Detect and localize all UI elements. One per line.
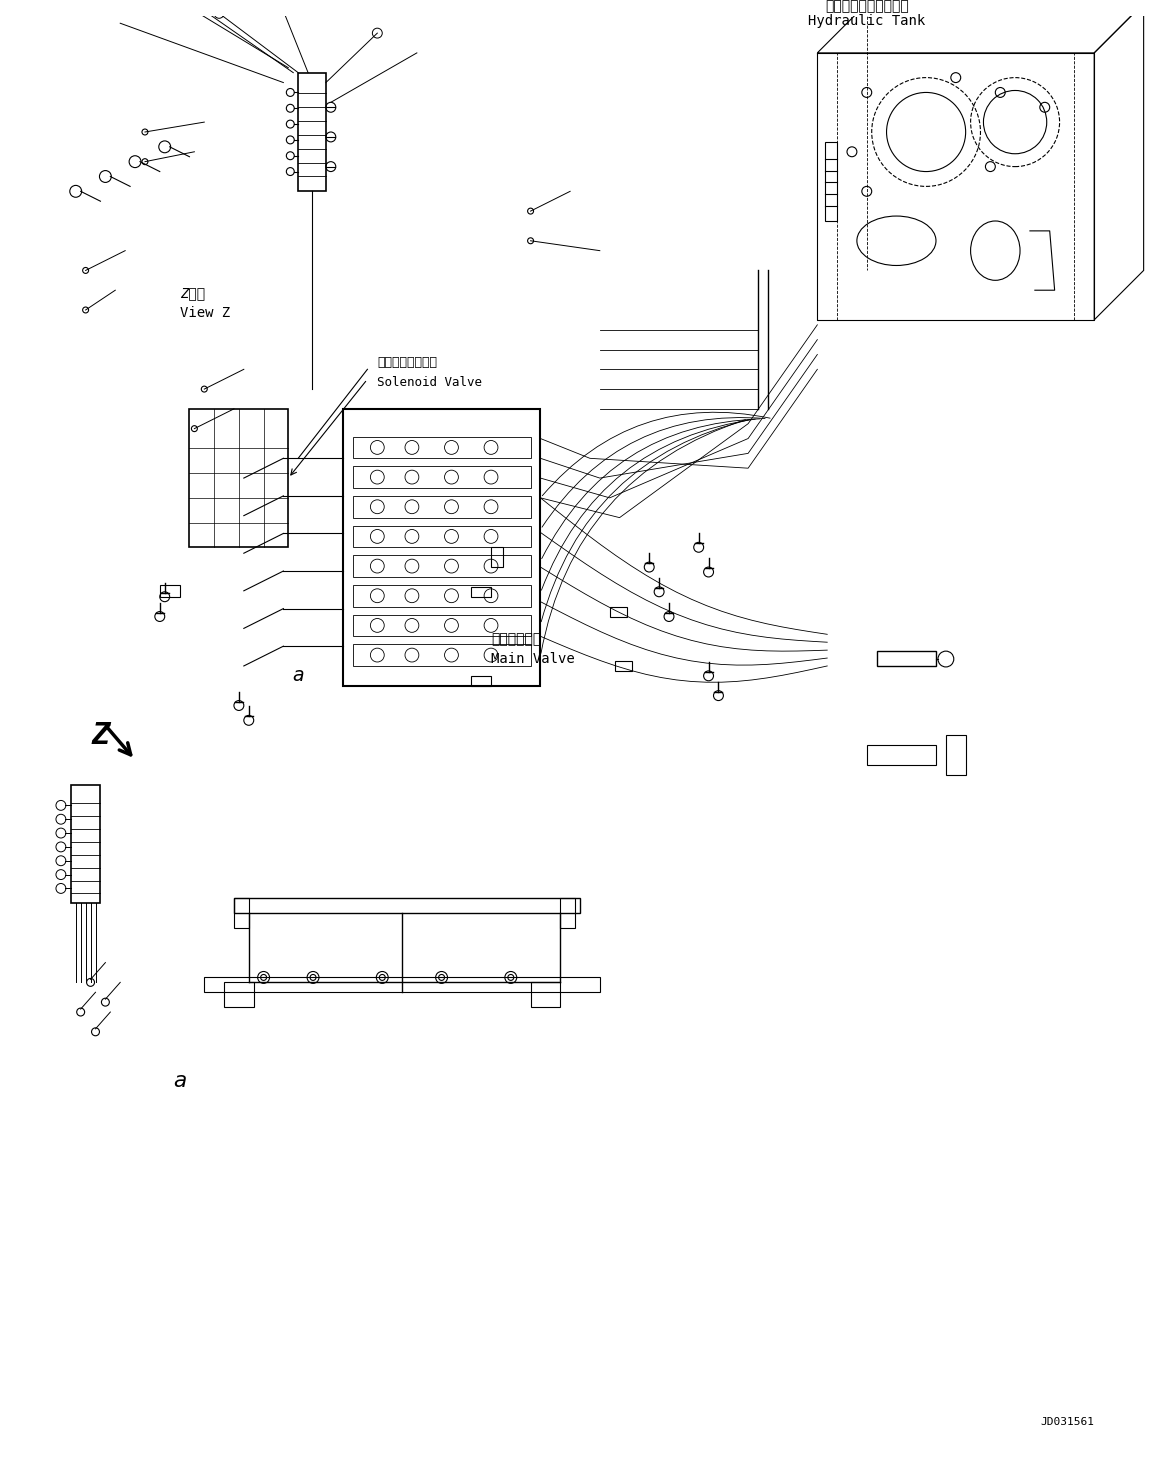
Bar — [234, 899, 249, 928]
Bar — [352, 495, 530, 517]
Bar — [491, 548, 502, 567]
Bar — [471, 587, 491, 597]
Bar — [343, 409, 541, 686]
Bar — [946, 736, 965, 775]
Text: メインバルブ: メインバルブ — [491, 632, 541, 645]
Bar — [471, 676, 491, 686]
Bar — [826, 141, 837, 221]
Text: a: a — [173, 1071, 186, 1091]
Text: Z　視: Z 視 — [179, 286, 205, 300]
Bar — [866, 745, 936, 765]
Bar — [224, 982, 254, 1007]
Bar — [205, 978, 600, 992]
Bar — [159, 584, 179, 597]
Bar — [190, 409, 288, 548]
Bar — [614, 661, 633, 670]
Text: Main Valve: Main Valve — [491, 651, 575, 666]
Text: ソレノイドバルブ: ソレノイドバルブ — [377, 357, 437, 369]
Bar — [298, 73, 326, 191]
Bar — [352, 437, 530, 459]
Bar — [561, 899, 575, 928]
Text: View Z: View Z — [179, 306, 230, 321]
Text: a: a — [292, 666, 304, 685]
Bar — [352, 584, 530, 606]
Bar — [352, 615, 530, 637]
Bar — [877, 651, 936, 666]
Bar — [352, 644, 530, 666]
Text: Z: Z — [91, 721, 109, 750]
Text: ハイドロリックタンク: ハイドロリックタンク — [825, 0, 908, 13]
Text: Solenoid Valve: Solenoid Valve — [377, 376, 483, 389]
Text: Hydraulic Tank: Hydraulic Tank — [808, 15, 926, 28]
Bar — [352, 526, 530, 548]
Bar — [352, 466, 530, 488]
Bar — [71, 785, 100, 903]
Text: JD031561: JD031561 — [1040, 1418, 1094, 1428]
Bar — [234, 899, 580, 914]
Bar — [609, 606, 628, 616]
Bar — [352, 555, 530, 577]
Bar — [530, 982, 561, 1007]
